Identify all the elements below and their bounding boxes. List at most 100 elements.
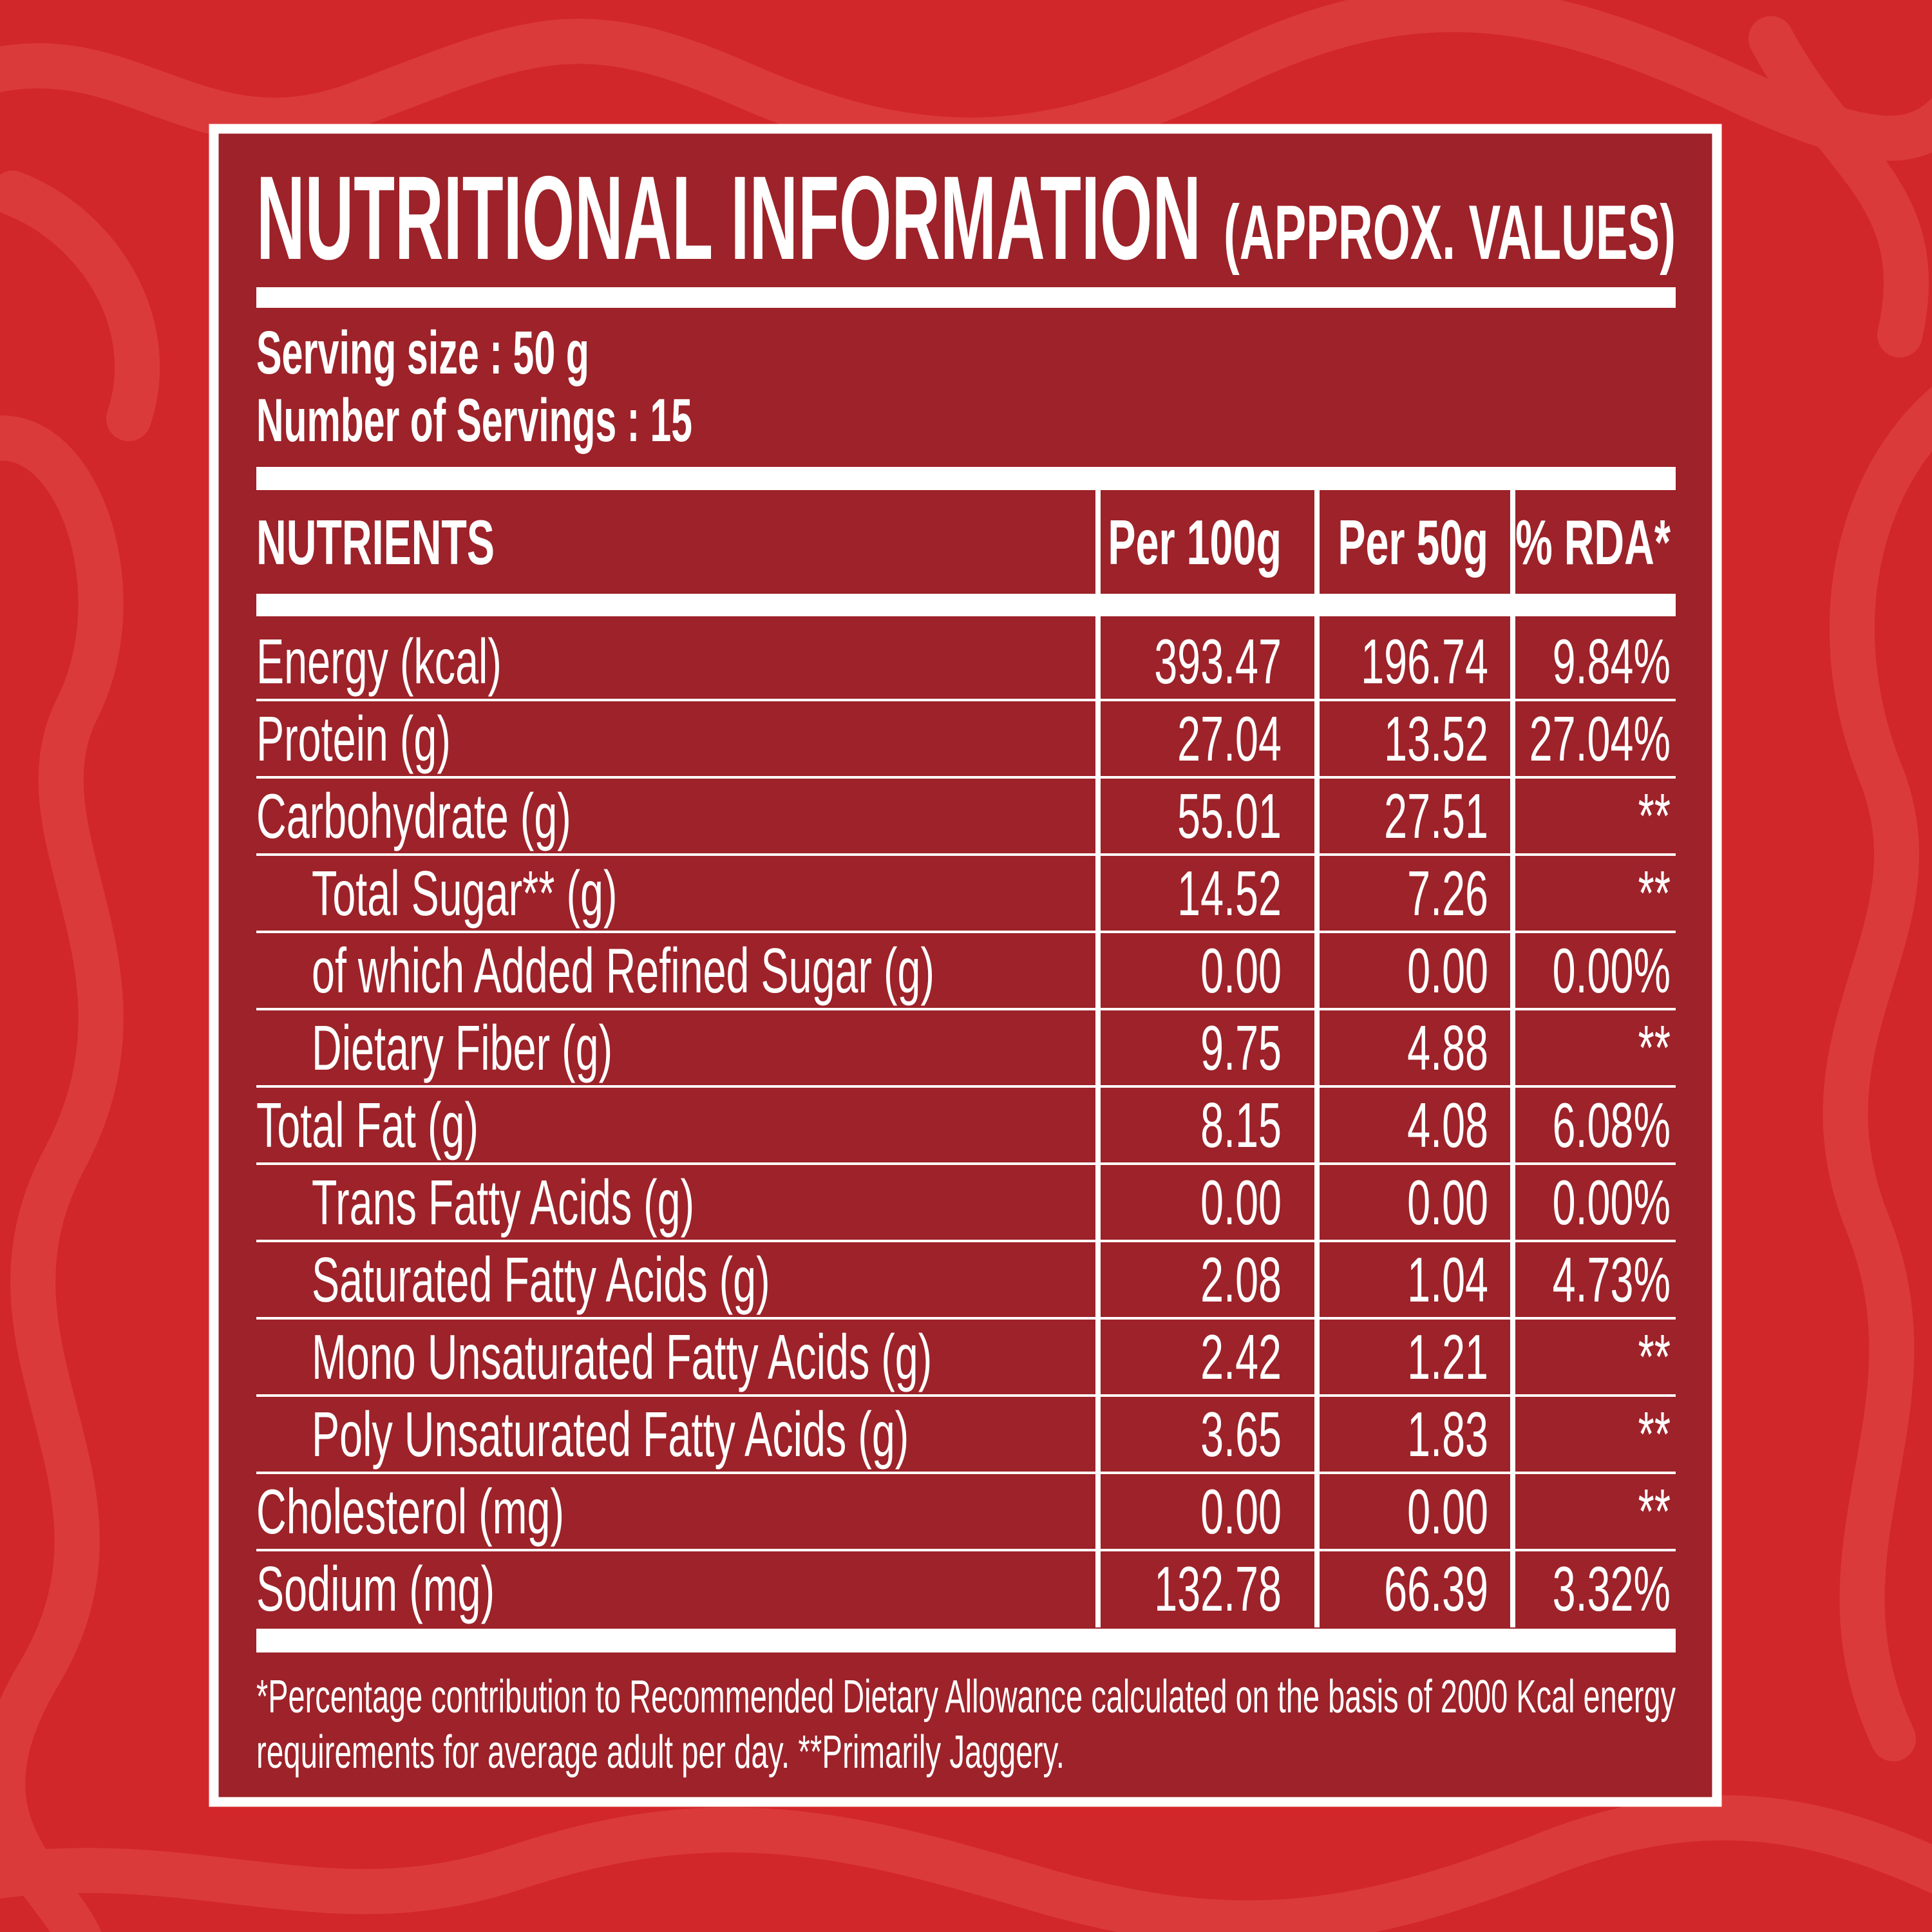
subtitle: (APPROX. VALUES)	[1224, 189, 1676, 276]
cell-value-cell: 27.04	[1177, 703, 1282, 774]
cell-value: 0.00	[1200, 1476, 1282, 1547]
divider	[256, 594, 1676, 616]
nutrient-name-cell: Total Fat (g)	[256, 1090, 478, 1160]
cell-value-cell: 0.00	[1407, 935, 1488, 1006]
panel	[209, 124, 1722, 1807]
cell-value-cell: 0.00	[1200, 1167, 1282, 1238]
cell-value: 27.04	[1177, 703, 1282, 774]
cell-value-cell: 3.65	[1200, 1399, 1282, 1470]
cell-value-cell: 393.47	[1154, 626, 1282, 697]
cell-value: 9.75	[1200, 1012, 1282, 1083]
cell-value: 6.08%	[1553, 1090, 1671, 1160]
cell-value-cell: 132.78	[1154, 1553, 1282, 1624]
cell-value-cell: 9.84%	[1553, 626, 1671, 697]
column-header-cell: NUTRIENTS	[256, 507, 495, 578]
nutrient-name: Poly Unsaturated Fatty Acids (g)	[312, 1399, 909, 1470]
cell-value-cell: 0.00%	[1553, 935, 1671, 1006]
nutrient-name-cell: Carbohydrate (g)	[256, 781, 571, 851]
cell-value: 13.52	[1384, 703, 1488, 774]
cell-value: **	[1638, 781, 1671, 851]
cell-value: 0.00	[1407, 1167, 1488, 1238]
column-header: NUTRIENTS	[256, 507, 495, 578]
cell-value-cell: 2.08	[1200, 1244, 1282, 1315]
cell-value-cell: 66.39	[1384, 1553, 1488, 1624]
nutrient-name: Sodium (mg)	[256, 1553, 495, 1624]
table: NUTRIENTS Per 100g Per 50g % RDA* Energy (kc…	[256, 490, 1676, 1627]
cell-value-cell: 0.00%	[1553, 1167, 1671, 1238]
cell-value-cell: 13.52	[1384, 703, 1488, 774]
cell-value-cell: 1.04	[1407, 1244, 1488, 1315]
nutrient-name: Carbohydrate (g)	[256, 781, 571, 851]
nutrient-name: Protein (g)	[256, 703, 451, 774]
serving-size: Serving size : 50 g	[256, 319, 589, 387]
cell-value: **	[1638, 1399, 1671, 1470]
nutrient-name-cell: Dietary Fiber (g)	[312, 1012, 612, 1083]
row-line	[256, 853, 1676, 856]
cell-value: 3.65	[1200, 1399, 1282, 1470]
nutrient-name: Dietary Fiber (g)	[312, 1012, 612, 1083]
cell-value: 1.83	[1407, 1399, 1488, 1470]
nutrient-name-cell: Protein (g)	[256, 703, 451, 774]
row-line	[256, 1472, 1676, 1474]
cell-value: 7.26	[1407, 858, 1488, 929]
divider	[256, 287, 1676, 308]
nutrient-name-cell: Cholesterol (mg)	[256, 1476, 564, 1547]
cell-value: 4.88	[1407, 1012, 1488, 1083]
cell-value-cell: 1.21	[1407, 1321, 1488, 1392]
cell-value-cell: 55.01	[1177, 781, 1282, 851]
cell-value-cell: 14.52	[1177, 858, 1282, 929]
row-line	[256, 1085, 1676, 1088]
cell-value: 4.08	[1407, 1090, 1488, 1160]
nutrient-name: Energy (kcal)	[256, 626, 502, 697]
cell-value: 8.15	[1200, 1090, 1282, 1160]
cell-value-cell: 27.04%	[1530, 703, 1671, 774]
nutrient-name-cell: Trans Fatty Acids (g)	[312, 1167, 694, 1238]
nutrient-name: Total Sugar** (g)	[312, 858, 617, 929]
nutrient-name-cell: Saturated Fatty Acids (g)	[312, 1244, 770, 1315]
cell-value: 2.42	[1200, 1321, 1282, 1392]
cell-value-cell: 7.26	[1407, 858, 1488, 929]
row-line	[256, 1549, 1676, 1551]
column-header: Per 100g	[1108, 507, 1282, 578]
row-line	[256, 1240, 1676, 1242]
cell-value: 196.74	[1361, 626, 1488, 697]
column-header: % RDA*	[1515, 507, 1671, 578]
cell-value: 393.47	[1154, 626, 1282, 697]
cell-value-cell: 0.00	[1407, 1167, 1488, 1238]
cell-value-cell: 6.08%	[1553, 1090, 1671, 1160]
column-header: Per 50g	[1338, 507, 1488, 578]
nutrient-name: Saturated Fatty Acids (g)	[312, 1244, 770, 1315]
cell-value-cell: 27.51	[1384, 781, 1488, 851]
cell-value: 1.04	[1407, 1244, 1488, 1315]
nutrient-name-cell: Energy (kcal)	[256, 626, 502, 697]
footnote: *Percentage contribution to Recommended …	[256, 1671, 1676, 1723]
cell-value-cell: 4.08	[1407, 1090, 1488, 1160]
cell-value: 0.00%	[1553, 935, 1671, 1006]
nutrient-name: Total Fat (g)	[256, 1090, 478, 1160]
column-line	[1095, 490, 1101, 1627]
cell-value: 0.00%	[1553, 1167, 1671, 1238]
column-header-cell: % RDA*	[1515, 507, 1671, 578]
cell-value: 27.04%	[1530, 703, 1671, 774]
cell-value-cell: 9.75	[1200, 1012, 1282, 1083]
footnote: requirements for average adult per day. …	[256, 1727, 1065, 1778]
cell-value: 9.84%	[1553, 626, 1671, 697]
cell-value-cell: **	[1638, 1399, 1671, 1470]
row-line	[256, 699, 1676, 701]
nutrient-name-cell: Mono Unsaturated Fatty Acids (g)	[312, 1321, 932, 1392]
cell-value: 4.73%	[1553, 1244, 1671, 1315]
cell-value: 0.00	[1407, 1476, 1488, 1547]
cell-value: 132.78	[1154, 1553, 1282, 1624]
nutrient-name-cell: Total Sugar** (g)	[312, 858, 617, 929]
cell-value: **	[1638, 1476, 1671, 1547]
nutrient-name: Mono Unsaturated Fatty Acids (g)	[312, 1321, 932, 1392]
column-header-cell: Per 50g	[1338, 507, 1488, 578]
cell-value: 0.00	[1407, 935, 1488, 1006]
cell-value: 27.51	[1384, 781, 1488, 851]
cell-value-cell: **	[1638, 1321, 1671, 1392]
cell-value-cell: **	[1638, 858, 1671, 929]
column-header-cell: Per 100g	[1108, 507, 1282, 578]
